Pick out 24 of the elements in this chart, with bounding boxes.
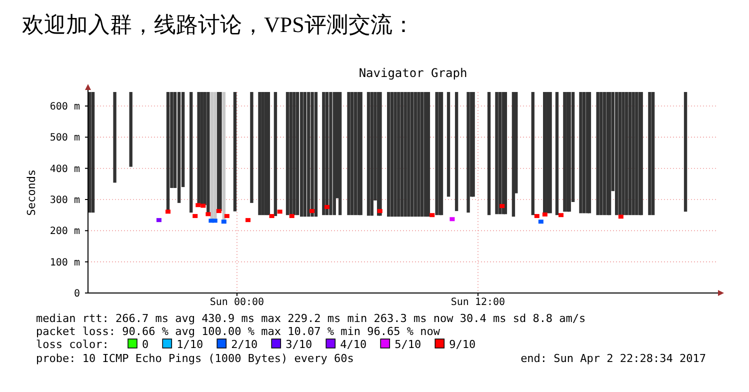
y-axis-title: Seconds — [25, 169, 38, 216]
text: median rtt: 266.7 ms avg 430.9 ms max 229.2 ms min 263.3 ms now 30.4 ms sd 8.8 am/s — [36, 312, 586, 325]
chart-title: Navigator Graph — [358, 66, 468, 80]
legend-label: 5/10 — [394, 338, 422, 351]
y-tick-label: 300 m — [50, 195, 80, 206]
text: packet loss: 90.66 % avg 100.00 % max 10.07 % min 96.65 % now — [36, 325, 440, 338]
y-tick-label: 600 m — [50, 102, 80, 113]
legend-label: 9/10 — [449, 338, 476, 351]
legend-label: 3/10 — [286, 338, 312, 351]
text: end: Sun Apr 2 22:28:34 2017 — [520, 352, 706, 365]
legend-title: loss color: — [36, 338, 109, 351]
x-tick-label: Sun 12:00 — [450, 297, 506, 308]
legend-label: 1/10 — [176, 338, 204, 351]
legend-label: 2/10 — [231, 338, 258, 351]
text: probe: 10 ICMP Echo Pings (1000 Bytes) every 60s — [36, 352, 354, 365]
legend-label: 0 — [142, 338, 149, 351]
y-tick-label: 100 m — [50, 257, 80, 268]
y-tick-label: 500 m — [50, 132, 80, 144]
legend-label: 4/10 — [340, 338, 367, 351]
y-tick-label: 200 m — [50, 226, 80, 238]
y-tick-label: 0 — [74, 288, 80, 300]
x-tick-label: Sun 00:00 — [210, 297, 264, 308]
y-tick-label: 400 m — [50, 164, 80, 175]
text: 欢迎加入群，线路讨论，VPS评测交流： — [22, 12, 414, 37]
